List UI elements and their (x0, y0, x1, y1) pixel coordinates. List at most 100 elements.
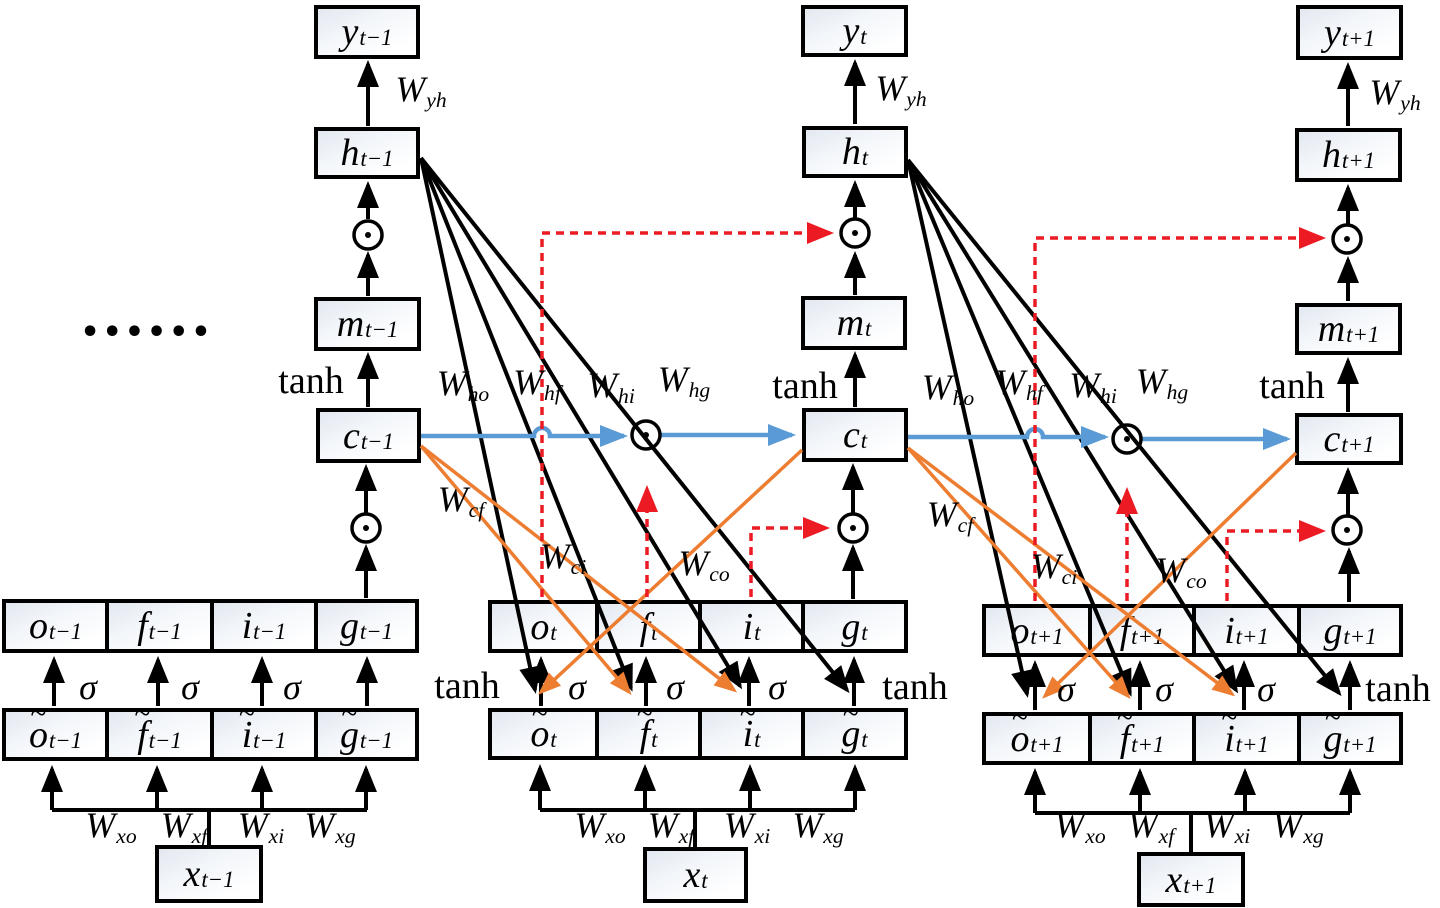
math-base: W (160, 805, 191, 845)
math-subscript: xi (268, 824, 285, 849)
tilde-base: ~ g (841, 697, 861, 755)
weight-label-whg-2: Whg (1136, 363, 1188, 403)
tilde-accent: ~ (341, 698, 358, 731)
math-subscript: t+1 (1030, 623, 1064, 649)
math-base: W (1272, 805, 1303, 845)
math-subscript: ci (570, 555, 587, 580)
tilde-base: ~ f (636, 697, 653, 755)
box-pregate-g-t+1: ~ g t+1 (1297, 703, 1403, 765)
math-subscript: t (754, 619, 761, 645)
weight-label-wxf-t-1: Wxf (160, 805, 207, 847)
input-distributor-t (540, 808, 855, 847)
box-pregate-o-t: ~ o t (488, 699, 599, 760)
math-subscript: xg (335, 824, 356, 849)
column-flow-arrows-t+1 (1024, 62, 1361, 852)
math-subscript: t−1 (360, 428, 394, 454)
math-subscript: t−1 (365, 317, 399, 343)
math-subscript: t−1 (48, 727, 83, 753)
math-base: x (1165, 858, 1183, 901)
tanh-label-g-t: tanh (882, 666, 948, 708)
math-base: W (437, 479, 468, 519)
sigma-label-i-t+1: σ (1257, 669, 1275, 709)
tilde-accent: ~ (30, 698, 47, 731)
weight-label-whi-2: Whi (1069, 365, 1117, 407)
math-base: W (539, 536, 570, 576)
math-subscript: t (861, 727, 868, 753)
box-gate-f-t-1: f t−1 (105, 599, 214, 653)
math-subscript: t−1 (148, 619, 182, 645)
math-base: h (1321, 134, 1341, 176)
math-base: g (339, 605, 359, 647)
weight-label-wci-1: Wci (539, 536, 586, 578)
box-pregate-f-t-1: ~ f t−1 (105, 699, 214, 761)
math-subscript: t (861, 145, 869, 171)
sigma-label-o-t+1: σ (1057, 669, 1075, 709)
box-pregate-i-t+1: ~ i t+1 (1192, 702, 1301, 765)
math-base: m (1317, 308, 1346, 350)
math-subscript: t+1 (1341, 148, 1376, 174)
box-hidden-t-1: h t−1 (314, 127, 420, 179)
box-pregate-g-t-1: ~ g t−1 (314, 699, 419, 761)
output-mul-node-t-1 (352, 219, 384, 251)
math-subscript: hg (688, 378, 711, 403)
weight-label-wyh-t: Wyh (875, 70, 926, 110)
tilde-base: ~ f (1116, 702, 1133, 760)
box-pregate-g-t: ~ g t (801, 697, 908, 760)
weight-label-wcf-2: Wcf (926, 494, 973, 536)
box-gate-g-t-1: g t−1 (314, 599, 419, 653)
tilde-base: ~ i (1221, 702, 1238, 760)
box-cell-t+1: c t+1 (1295, 413, 1403, 465)
math-base: W (395, 69, 426, 109)
box-gate-o-t-1: o t−1 (2, 599, 109, 653)
math-subscript: t (860, 428, 868, 454)
input-mul-node-t+1 (1331, 514, 1363, 546)
arrow-whg-t (419, 156, 850, 694)
box-output-t+1: y t+1 (1296, 5, 1403, 60)
weight-label-wxi-t+1: Wxi (1204, 807, 1250, 847)
math-subscript: t (550, 619, 557, 645)
math-subscript: t+1 (1346, 322, 1380, 348)
math-subscript: t+1 (1235, 731, 1269, 757)
tilde-base: ~ o (1010, 702, 1030, 760)
input-mul-node-t (837, 512, 869, 544)
math-subscript: xi (754, 824, 771, 849)
math-subscript: t+1 (1131, 731, 1165, 757)
math-subscript: t−1 (359, 619, 394, 645)
math-base: h (340, 132, 360, 174)
math-base: W (657, 359, 688, 399)
tilde-accent: ~ (531, 697, 548, 730)
math-base: W (1054, 805, 1085, 845)
math-subscript: xo (116, 824, 137, 849)
math-base: W (1127, 805, 1158, 845)
sigma-label-i-t: σ (768, 667, 786, 707)
math-subscript: t−1 (201, 867, 235, 893)
math-subscript: t (651, 619, 658, 645)
arrow-o-gate-to-output-mul-t+1 (1033, 227, 1326, 601)
math-subscript: xg (823, 824, 844, 849)
math-base: W (237, 805, 268, 845)
input-mul-node-t-1 (350, 512, 382, 544)
arrow-who-t+1 (906, 159, 1033, 698)
math-base: W (436, 363, 467, 403)
math-base: y (842, 10, 860, 52)
math-subscript: t (754, 727, 761, 753)
math-base: y (1324, 11, 1341, 54)
math-base: W (1069, 365, 1100, 405)
math-subscript: t−1 (359, 25, 393, 51)
math-subscript: t (860, 24, 867, 50)
math-subscript: co (709, 562, 730, 587)
sigma-label-f-t+1: σ (1155, 669, 1173, 709)
math-subscript: t (550, 727, 557, 753)
math-subscript: yh (906, 87, 927, 112)
math-base: W (792, 805, 823, 845)
math-subscript: t+1 (1235, 623, 1269, 649)
weight-label-wxg-t: Wxg (792, 805, 843, 847)
math-base: W (304, 805, 335, 845)
math-base: W (926, 494, 957, 534)
math-subscript: cf (957, 513, 974, 538)
arrow-i-gate-to-input-mul-t (749, 517, 830, 597)
weight-label-wco-1: Wco (678, 545, 729, 585)
weight-label-wci-2: Wci (1031, 548, 1077, 588)
